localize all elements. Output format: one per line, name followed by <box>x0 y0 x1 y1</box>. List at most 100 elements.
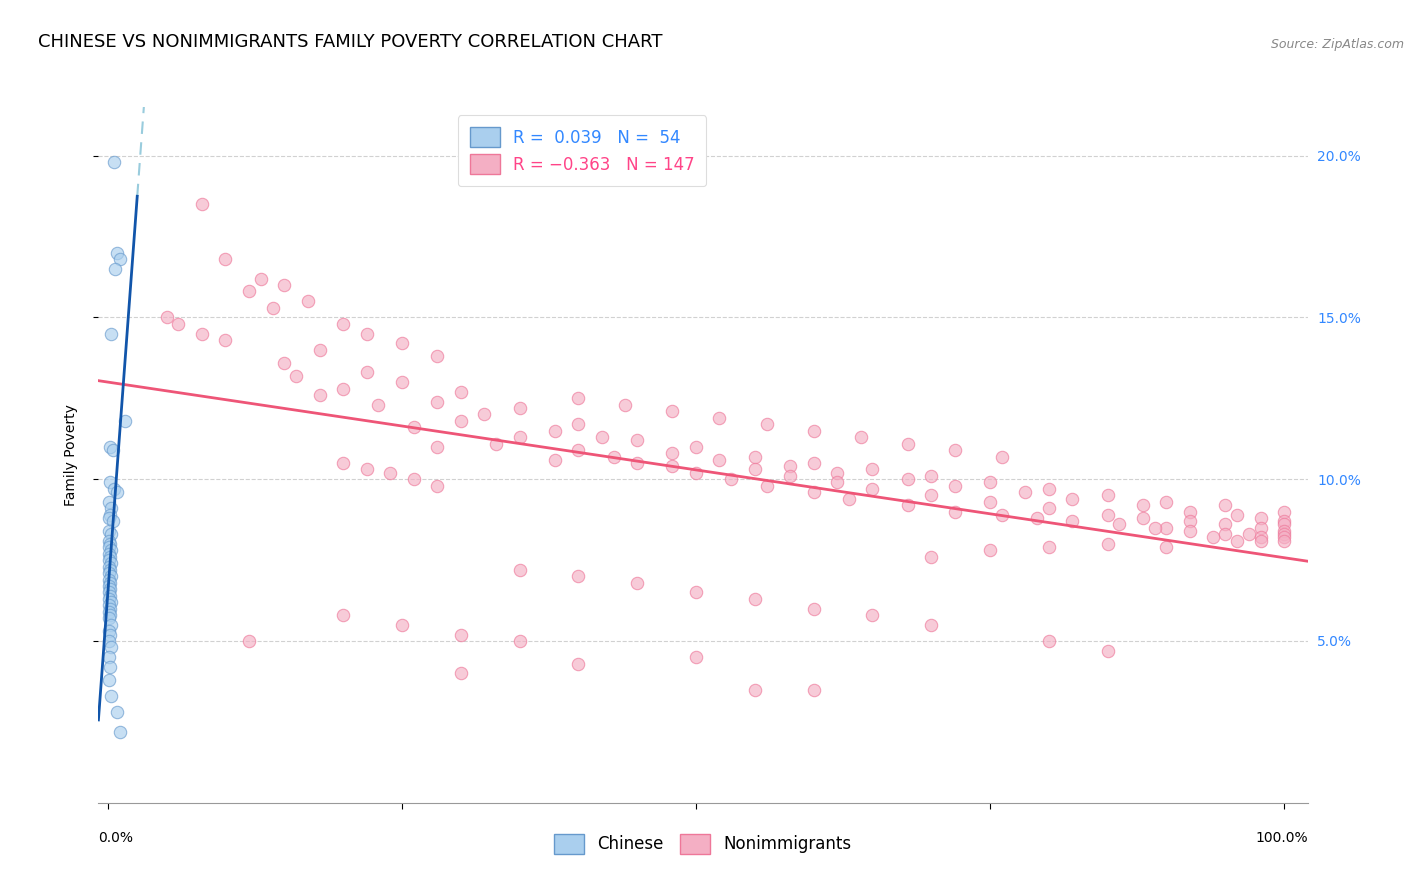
Point <box>591 430 613 444</box>
Point <box>626 456 648 470</box>
Point <box>103 482 125 496</box>
Point <box>98 533 121 548</box>
Point <box>108 724 131 739</box>
Point <box>100 543 122 558</box>
Point <box>1213 527 1236 541</box>
Point <box>1213 498 1236 512</box>
Point <box>661 446 683 460</box>
Point <box>544 424 567 438</box>
Point <box>98 611 121 625</box>
Point <box>98 599 121 613</box>
Point <box>100 640 122 655</box>
Point <box>98 582 121 597</box>
Point <box>356 365 378 379</box>
Point <box>114 414 136 428</box>
Point <box>685 466 707 480</box>
Point <box>1097 508 1119 522</box>
Point <box>98 660 121 674</box>
Point <box>1038 501 1060 516</box>
Point <box>1250 511 1272 525</box>
Point <box>602 450 624 464</box>
Point <box>402 420 425 434</box>
Point <box>450 414 472 428</box>
Point <box>238 285 260 299</box>
Point <box>238 634 260 648</box>
Point <box>567 443 589 458</box>
Point <box>105 245 128 260</box>
Point <box>979 543 1001 558</box>
Point <box>426 349 449 363</box>
Point <box>626 575 648 590</box>
Text: CHINESE VS NONIMMIGRANTS FAMILY POVERTY CORRELATION CHART: CHINESE VS NONIMMIGRANTS FAMILY POVERTY … <box>38 33 662 52</box>
Point <box>979 495 1001 509</box>
Point <box>214 333 236 347</box>
Point <box>167 317 190 331</box>
Point <box>685 440 707 454</box>
Point <box>1226 508 1249 522</box>
Point <box>943 478 966 492</box>
Text: Source: ZipAtlas.com: Source: ZipAtlas.com <box>1271 38 1405 52</box>
Point <box>508 563 530 577</box>
Point <box>100 617 122 632</box>
Point <box>709 452 731 467</box>
Point <box>567 569 589 583</box>
Point <box>661 404 683 418</box>
Point <box>98 627 121 641</box>
Point <box>661 459 683 474</box>
Point <box>391 336 413 351</box>
Point <box>101 514 124 528</box>
Point <box>720 472 742 486</box>
Point <box>98 547 121 561</box>
Point <box>273 356 295 370</box>
Point <box>98 553 121 567</box>
Point <box>803 485 825 500</box>
Point <box>98 508 121 522</box>
Point <box>98 540 121 554</box>
Point <box>744 682 766 697</box>
Point <box>508 430 530 444</box>
Point <box>1202 531 1225 545</box>
Point <box>98 563 121 577</box>
Point <box>1014 485 1036 500</box>
Point <box>508 634 530 648</box>
Point <box>308 388 330 402</box>
Point <box>567 657 589 671</box>
Point <box>567 417 589 432</box>
Point <box>685 650 707 665</box>
Point <box>1097 643 1119 657</box>
Point <box>685 585 707 599</box>
Point <box>1272 524 1295 538</box>
Point <box>1226 533 1249 548</box>
Point <box>391 617 413 632</box>
Point <box>1156 495 1178 509</box>
Point <box>101 443 124 458</box>
Point <box>755 417 778 432</box>
Point <box>1213 517 1236 532</box>
Point <box>100 501 122 516</box>
Point <box>100 689 122 703</box>
Point <box>1097 488 1119 502</box>
Point <box>1272 504 1295 518</box>
Point <box>108 252 131 267</box>
Point <box>1178 514 1201 528</box>
Point <box>98 591 121 606</box>
Point <box>1132 498 1154 512</box>
Point <box>98 549 121 564</box>
Point <box>98 579 121 593</box>
Point <box>98 559 121 574</box>
Point <box>426 394 449 409</box>
Point <box>1272 531 1295 545</box>
Point <box>98 585 121 599</box>
Point <box>897 498 920 512</box>
Point <box>98 624 121 639</box>
Point <box>860 462 883 476</box>
Y-axis label: Family Poverty: Family Poverty <box>63 404 77 506</box>
Point <box>105 705 128 719</box>
Point <box>105 485 128 500</box>
Legend: Chinese, Nonimmigrants: Chinese, Nonimmigrants <box>544 823 862 864</box>
Point <box>98 673 121 687</box>
Point <box>98 537 121 551</box>
Point <box>979 475 1001 490</box>
Point <box>1250 531 1272 545</box>
Point <box>567 392 589 406</box>
